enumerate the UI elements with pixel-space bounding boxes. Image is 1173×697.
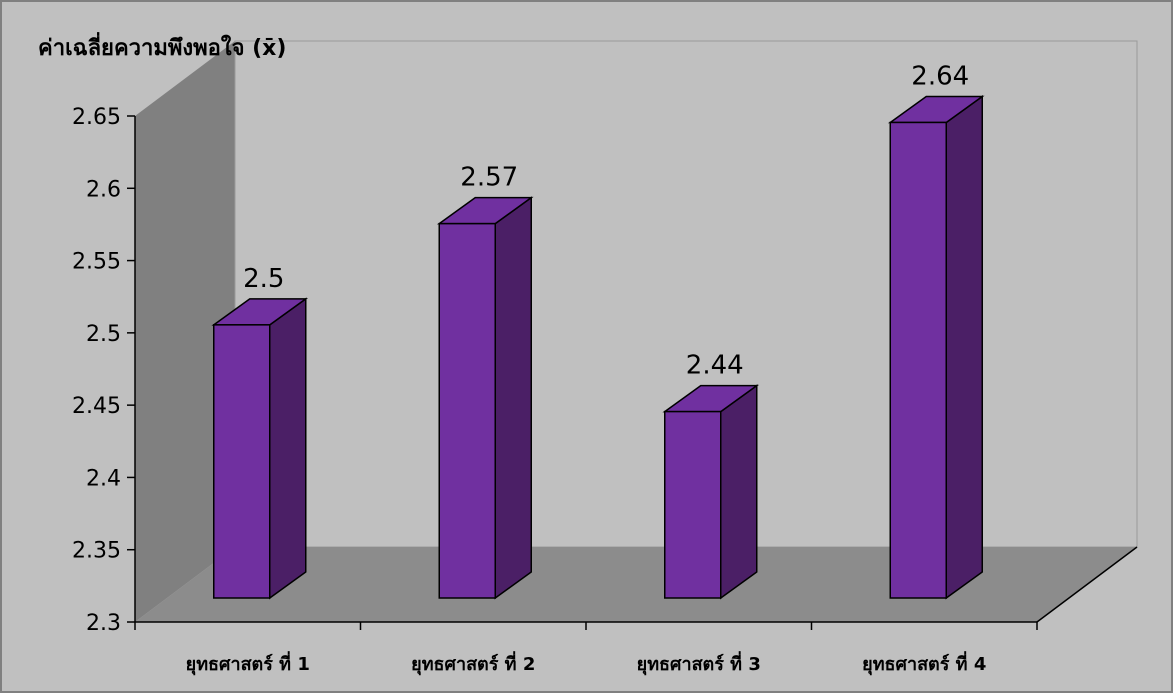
bar-side-face	[720, 384, 758, 600]
x-tick-label: ยุทธศาสตร์ ที่ 3	[637, 651, 761, 676]
bar-side-face	[269, 297, 307, 600]
floor	[135, 547, 1137, 622]
y-axis-title: ค่าเฉลี่ยความพึงพอใจ (x̄)	[38, 31, 286, 61]
y-tick-label: 2.3	[86, 611, 121, 636]
y-tick-label: 2.45	[72, 394, 121, 419]
floor-edge	[1036, 546, 1138, 623]
bars-group	[211, 94, 985, 600]
bar-side-face	[494, 196, 532, 600]
y-tick-label: 2.65	[72, 105, 121, 130]
bar	[887, 94, 985, 600]
x-axis: ยุทธศาสตร์ ที่ 1 ยุทธศาสตร์ ที่ 2 ยุทธศาสต…	[134, 621, 1038, 676]
bar-side-face	[945, 94, 983, 600]
y-tick-label: 2.4	[86, 466, 121, 491]
bar	[211, 297, 309, 600]
y-axis: 2.3 2.35 2.4 2.45 2.5 2.55 2.6 2.65	[72, 105, 136, 636]
x-tick-label: ยุทธศาสตร์ ที่ 1	[186, 651, 310, 676]
data-label: 2.57	[460, 163, 518, 193]
bar-front-face	[438, 222, 496, 599]
bar-front-face	[213, 324, 271, 599]
bar	[662, 384, 760, 600]
x-tick-label: ยุทธศาสตร์ ที่ 2	[411, 651, 535, 676]
x-tick-label: ยุทธศาสตร์ ที่ 4	[862, 651, 986, 676]
data-labels-group: 2.5 2.57 2.44 2.64	[243, 61, 969, 380]
data-label: 2.5	[243, 264, 284, 294]
side-wall	[135, 41, 235, 622]
y-tick-label: 2.5	[86, 322, 121, 347]
y-tick-label: 2.35	[72, 539, 121, 564]
bar-front-face	[889, 121, 947, 599]
y-tick-label: 2.6	[86, 177, 121, 202]
bar	[436, 196, 534, 600]
data-label: 2.44	[686, 351, 744, 381]
bar-front-face	[664, 410, 722, 599]
y-tick-label: 2.55	[72, 250, 121, 275]
data-label: 2.64	[911, 61, 969, 91]
